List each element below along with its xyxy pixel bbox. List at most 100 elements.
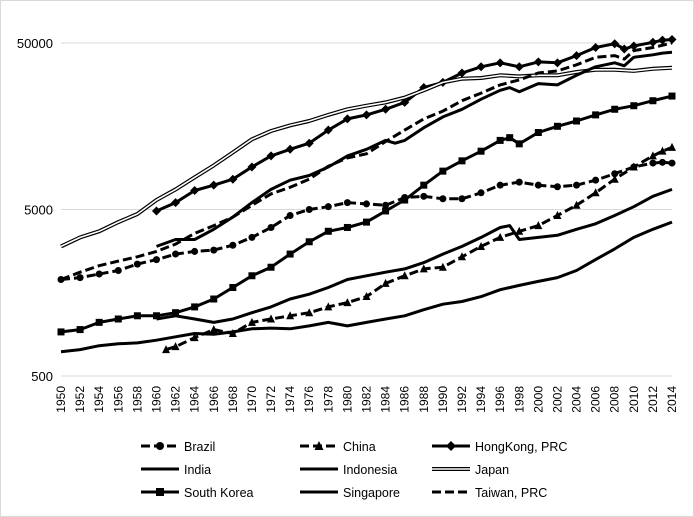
legend-label: Taiwan, PRC: [475, 486, 547, 500]
data-point: [172, 309, 180, 317]
data-point: [210, 295, 218, 303]
data-point: [133, 312, 141, 320]
x-tick-label: 2002: [550, 386, 564, 413]
data-point: [592, 111, 600, 119]
data-point: [446, 441, 456, 451]
x-tick-label: 1966: [207, 386, 221, 413]
data-point: [381, 104, 391, 114]
data-point: [156, 488, 164, 496]
series-taiwan-prc: [60, 41, 673, 281]
x-axis-ticks: 1950 1952 1954 1956 1958 1960 1962 1964 1966 1968…: [54, 386, 679, 413]
data-point: [515, 226, 524, 235]
data-point: [343, 199, 351, 207]
x-tick-label: 1988: [417, 386, 431, 413]
data-point: [114, 267, 122, 275]
data-point: [591, 42, 601, 52]
data-point: [420, 181, 428, 189]
legend-label: Brazil: [184, 440, 215, 454]
legend-label: Indonesia: [343, 463, 397, 477]
legend-label: India: [184, 463, 211, 477]
data-point: [76, 274, 84, 282]
x-tick-label: 1956: [111, 386, 125, 413]
data-point: [362, 110, 371, 120]
x-tick-label: 1972: [264, 386, 278, 413]
y-tick-label: 50000: [17, 36, 53, 51]
data-point: [657, 35, 667, 45]
data-point: [477, 189, 485, 197]
data-point: [266, 151, 276, 161]
x-tick-label: 2012: [646, 386, 660, 413]
x-tick-label: 1980: [340, 386, 354, 413]
data-point: [658, 146, 667, 155]
data-point: [323, 125, 333, 135]
data-point: [305, 238, 313, 246]
data-point: [133, 260, 141, 268]
data-point: [619, 44, 629, 54]
data-point: [668, 159, 676, 167]
legend-item: India: [141, 463, 211, 477]
data-point: [553, 183, 561, 191]
x-tick-label: 1978: [321, 386, 335, 413]
series-line: [60, 220, 673, 354]
data-point: [534, 129, 542, 137]
data-point: [286, 212, 294, 220]
legend-item: China: [300, 440, 376, 454]
data-point: [610, 39, 620, 49]
data-point: [191, 303, 199, 311]
data-point: [304, 138, 314, 148]
legend-label: Japan: [475, 463, 509, 477]
data-point: [248, 272, 256, 280]
data-point: [611, 105, 619, 113]
data-point: [572, 51, 582, 61]
series-china: [162, 142, 676, 354]
data-point: [114, 315, 122, 323]
x-tick-label: 2004: [570, 386, 584, 413]
data-point: [477, 147, 485, 155]
data-point: [592, 176, 600, 184]
x-tick-label: 1964: [188, 386, 202, 413]
plot-series: [57, 34, 677, 354]
data-point: [190, 333, 199, 342]
data-point: [267, 263, 275, 271]
data-point: [658, 158, 666, 166]
data-point: [458, 157, 466, 165]
data-point: [552, 58, 562, 68]
data-point: [171, 198, 181, 208]
data-point: [439, 167, 447, 175]
x-tick-label: 1958: [130, 386, 144, 413]
series-line: [60, 94, 673, 334]
data-point: [171, 342, 180, 351]
data-point: [573, 181, 581, 189]
data-point: [382, 207, 390, 215]
data-point: [324, 227, 332, 235]
data-point: [156, 442, 164, 450]
data-point: [286, 311, 295, 320]
data-point: [419, 264, 428, 273]
data-point: [343, 298, 352, 307]
x-tick-label: 1984: [379, 386, 393, 413]
data-point: [496, 136, 504, 144]
legend: Brazil China HongKong, PRC India Indonesia Ja…: [141, 440, 567, 500]
data-point: [305, 206, 313, 213]
data-point: [362, 292, 371, 301]
data-point: [324, 302, 333, 311]
series-indonesia: [156, 187, 673, 324]
data-point: [228, 174, 238, 184]
data-point: [324, 203, 332, 211]
data-point: [95, 270, 103, 278]
x-tick-label: 2014: [665, 386, 679, 413]
data-point: [382, 201, 390, 209]
data-point: [648, 151, 657, 160]
data-point: [458, 195, 466, 203]
data-point: [533, 57, 543, 67]
legend-item: HongKong, PRC: [432, 440, 567, 454]
y-tick-label: 500: [31, 369, 53, 384]
data-point: [152, 312, 160, 320]
legend-label: Singapore: [343, 486, 400, 500]
data-point: [190, 186, 200, 196]
series-line: [155, 50, 673, 248]
x-tick-label: 1950: [54, 386, 68, 413]
data-point: [496, 232, 505, 241]
legend-item: Taiwan, PRC: [432, 486, 547, 500]
